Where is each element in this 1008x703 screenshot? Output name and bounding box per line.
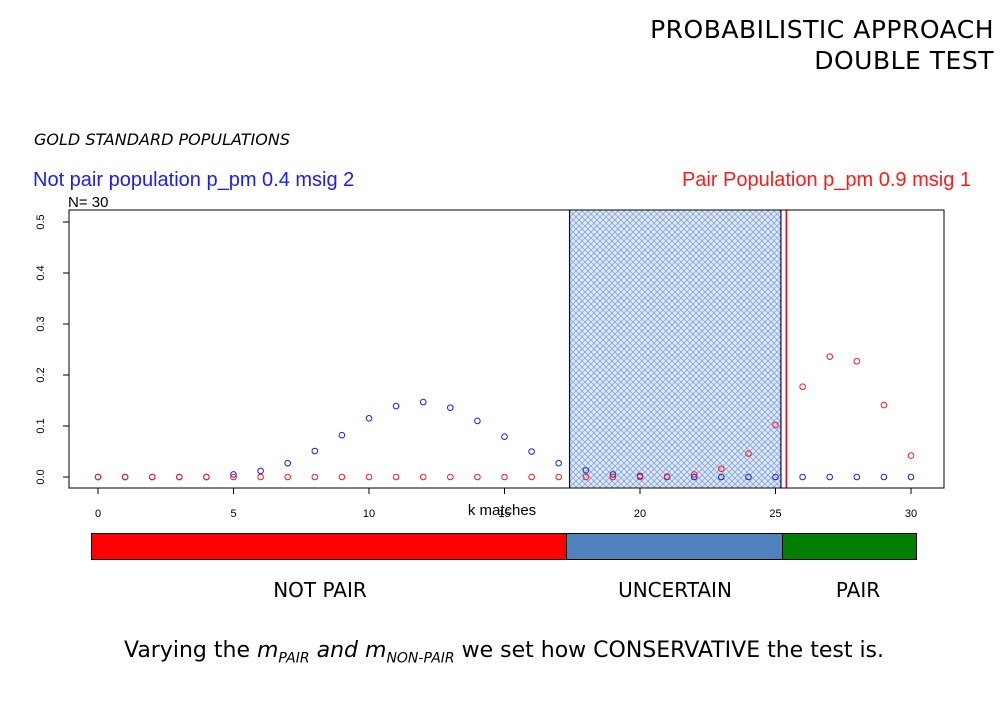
legend-pair: Pair Population p_pm 0.9 msig 1: [681, 169, 971, 191]
pair-point: [718, 465, 725, 473]
band-not-pair: [91, 533, 567, 560]
x-tick-label: 15: [498, 508, 510, 520]
pair-point: [365, 473, 373, 481]
pair-point: [880, 401, 888, 409]
not-pair-point: [284, 459, 292, 467]
pair-point: [284, 473, 292, 481]
pair-point: [907, 452, 915, 459]
footer-m-nonpair: m: [365, 638, 387, 663]
not-pair-point: [474, 417, 481, 425]
not-pair-point: [772, 473, 779, 481]
pair-point: [203, 473, 210, 481]
pair-point: [338, 473, 346, 481]
footer-sub-pair: PAIR: [278, 650, 310, 667]
pair-point: [447, 473, 454, 481]
not-pair-point: [880, 473, 888, 481]
band-label-pair: PAIR: [835, 578, 881, 602]
not-pair-point: [392, 402, 400, 410]
footer-and: and: [309, 638, 365, 663]
footer-post: we set how CONSERVATIVE the test is.: [454, 638, 885, 663]
pair-point: [501, 473, 508, 481]
pair-point: [826, 353, 834, 360]
n-label: N= 30: [68, 194, 108, 211]
not-pair-point: [447, 404, 454, 411]
title-line-2: DOUBLE TEST: [814, 46, 994, 75]
x-tick-label: 10: [363, 508, 375, 520]
pair-point: [528, 473, 535, 481]
not-pair-point: [907, 473, 915, 481]
pair-point: [121, 473, 129, 481]
not-pair-point: [609, 471, 617, 478]
title-line-1: PROBABILISTIC APPROACH: [650, 15, 994, 44]
plot-frame: [68, 209, 945, 489]
y-tick-label: 0.3: [35, 316, 47, 331]
pair-point: [609, 473, 617, 481]
footer-text: Varying the mPAIR and mNON-PAIR we set h…: [0, 638, 1008, 666]
not-pair-point: [501, 433, 508, 441]
y-tick-label: 0.4: [35, 265, 47, 280]
not-pair-point: [853, 473, 861, 481]
not-pair-point: [528, 448, 535, 455]
band-uncertain: [566, 533, 783, 560]
legend-not-pair: Not pair population p_pm 0.4 msig 2: [33, 169, 355, 191]
y-tick-label: 0.2: [35, 367, 47, 382]
pair-point: [148, 473, 156, 481]
x-tick-label: 0: [95, 508, 101, 520]
x-tick-label: 20: [634, 508, 646, 520]
not-pair-point: [826, 473, 834, 481]
footer-pre: Varying the: [123, 638, 257, 663]
not-pair-point: [799, 473, 806, 481]
pair-point: [853, 357, 861, 365]
pair-point: [745, 450, 752, 457]
y-tick-label: 0.1: [35, 418, 47, 433]
pair-point: [690, 471, 698, 478]
pair-point: [582, 473, 590, 481]
not-pair-point: [582, 467, 590, 474]
probability-chart: N= 30 0 5 10 15 20 25 30 k matches 0.0 0.1 0.2 0.3 0.…: [35, 194, 945, 520]
y-tick-label: 0.5: [35, 214, 47, 229]
pair-point: [555, 473, 563, 481]
pair-point: [311, 473, 319, 481]
slide-title: PROBABILISTIC APPROACH DOUBLE TEST: [650, 14, 994, 76]
uncertain-region: [569, 210, 781, 488]
band-pair: [782, 533, 917, 560]
not-pair-point: [230, 471, 237, 478]
y-tick-label: 0.0: [35, 469, 47, 484]
gold-standard-label: GOLD STANDARD POPULATIONS: [34, 130, 290, 149]
not-pair-point: [690, 473, 698, 481]
not-pair-point: [718, 473, 725, 481]
pair-point: [636, 473, 644, 481]
pair-point: [474, 473, 481, 481]
pair-point: [419, 473, 427, 481]
not-pair-point: [555, 459, 563, 467]
band-label-uncertain: UNCERTAIN: [618, 578, 732, 602]
x-tick-label: 25: [769, 508, 781, 520]
band-label-not-pair: NOT PAIR: [273, 578, 367, 602]
pair-point: [392, 473, 400, 481]
pair-point: [176, 473, 183, 481]
footer-m-pair: m: [256, 638, 279, 663]
pair-point: [663, 473, 671, 480]
not-pair-point: [257, 467, 264, 475]
x-tick-label: 30: [905, 508, 917, 520]
pair-point: [257, 473, 264, 481]
not-pair-point: [338, 431, 346, 439]
not-pair-point: [745, 473, 752, 481]
x-axis-label: k matches: [468, 502, 536, 519]
not-pair-point: [419, 398, 427, 406]
pair-point: [230, 473, 237, 481]
x-tick-label: 5: [230, 508, 236, 520]
not-pair-point: [365, 415, 373, 422]
pair-point: [799, 383, 806, 391]
footer-sub-nonpair: NON-PAIR: [386, 650, 455, 667]
pair-point: [94, 473, 102, 481]
not-pair-point: [311, 447, 319, 455]
pair-point: [772, 421, 779, 429]
